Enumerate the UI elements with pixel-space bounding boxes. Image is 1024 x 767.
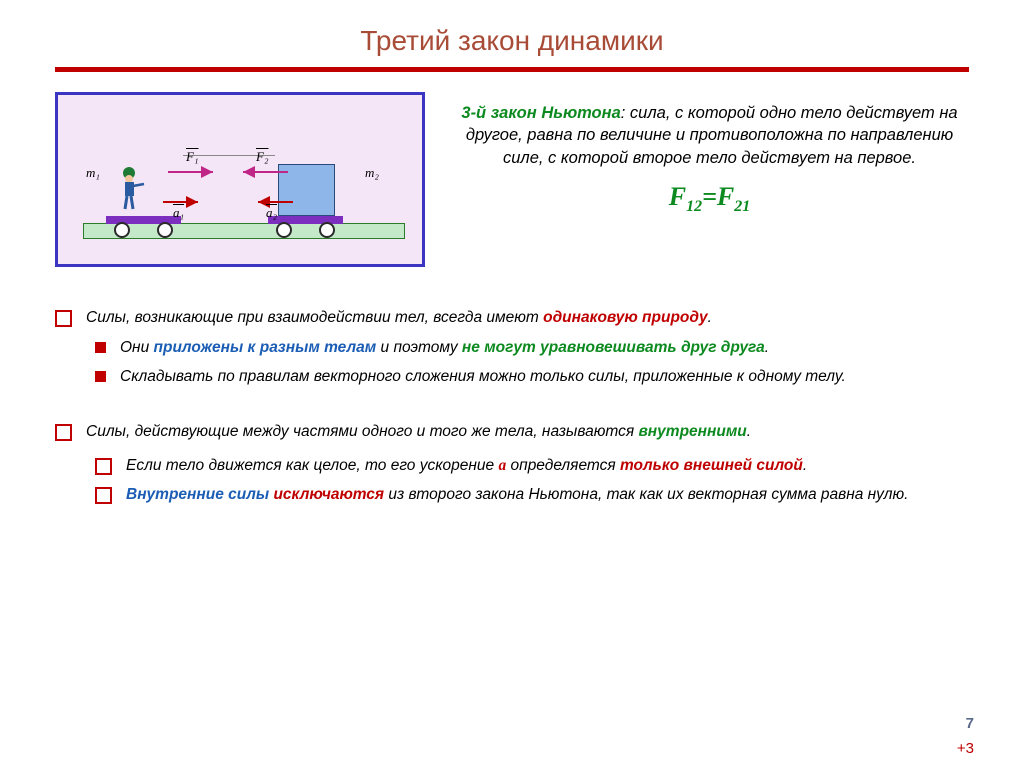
bullet-icon bbox=[55, 310, 72, 327]
a1-label: a₁ bbox=[173, 205, 184, 221]
physics-diagram: m₁ m₂ F₁ F₂ a₁ a₂ bbox=[55, 92, 425, 267]
bullet-icon bbox=[95, 371, 106, 382]
cart-right bbox=[268, 216, 343, 224]
slide-number: 7 bbox=[966, 715, 974, 732]
law-formula: F12=F21 bbox=[450, 179, 969, 218]
bullet-text: Они приложены к разным телам и поэтому н… bbox=[120, 337, 769, 359]
bullet-text: Силы, возникающие при взаимодействии тел… bbox=[86, 307, 712, 329]
law-statement: 3-й закон Ньютона: сила, с которой одно … bbox=[450, 92, 969, 267]
m2-label: m₂ bbox=[365, 165, 379, 181]
bullet-icon bbox=[95, 342, 106, 353]
m1-label: m₁ bbox=[86, 165, 100, 181]
bullet-icon bbox=[55, 424, 72, 441]
bullet-list: Силы, возникающие при взаимодействии тел… bbox=[55, 307, 969, 506]
bullet-text: Силы, действующие между частями одного и… bbox=[86, 421, 751, 443]
ground-surface bbox=[83, 223, 405, 239]
bullet-text: Если тело движется как целое, то его уск… bbox=[126, 455, 807, 477]
f1-label: F₁ bbox=[186, 149, 198, 165]
bullet-icon bbox=[95, 458, 112, 475]
force-arrows bbox=[158, 165, 298, 179]
law-lead: 3-й закон Ньютона bbox=[461, 104, 620, 122]
f2-label: F₂ bbox=[256, 149, 268, 165]
slide-title: Третий закон динамики bbox=[55, 25, 969, 57]
cart-left bbox=[106, 216, 181, 224]
title-rule bbox=[55, 67, 969, 72]
bullet-text: Складывать по правилам векторного сложен… bbox=[120, 366, 846, 388]
bullet-text: Внутренние силы исключаются из второго з… bbox=[126, 484, 908, 506]
bullet-icon bbox=[95, 487, 112, 504]
plus-indicator: +3 bbox=[957, 740, 974, 757]
a2-label: a₂ bbox=[266, 205, 277, 221]
person-icon bbox=[118, 166, 148, 216]
